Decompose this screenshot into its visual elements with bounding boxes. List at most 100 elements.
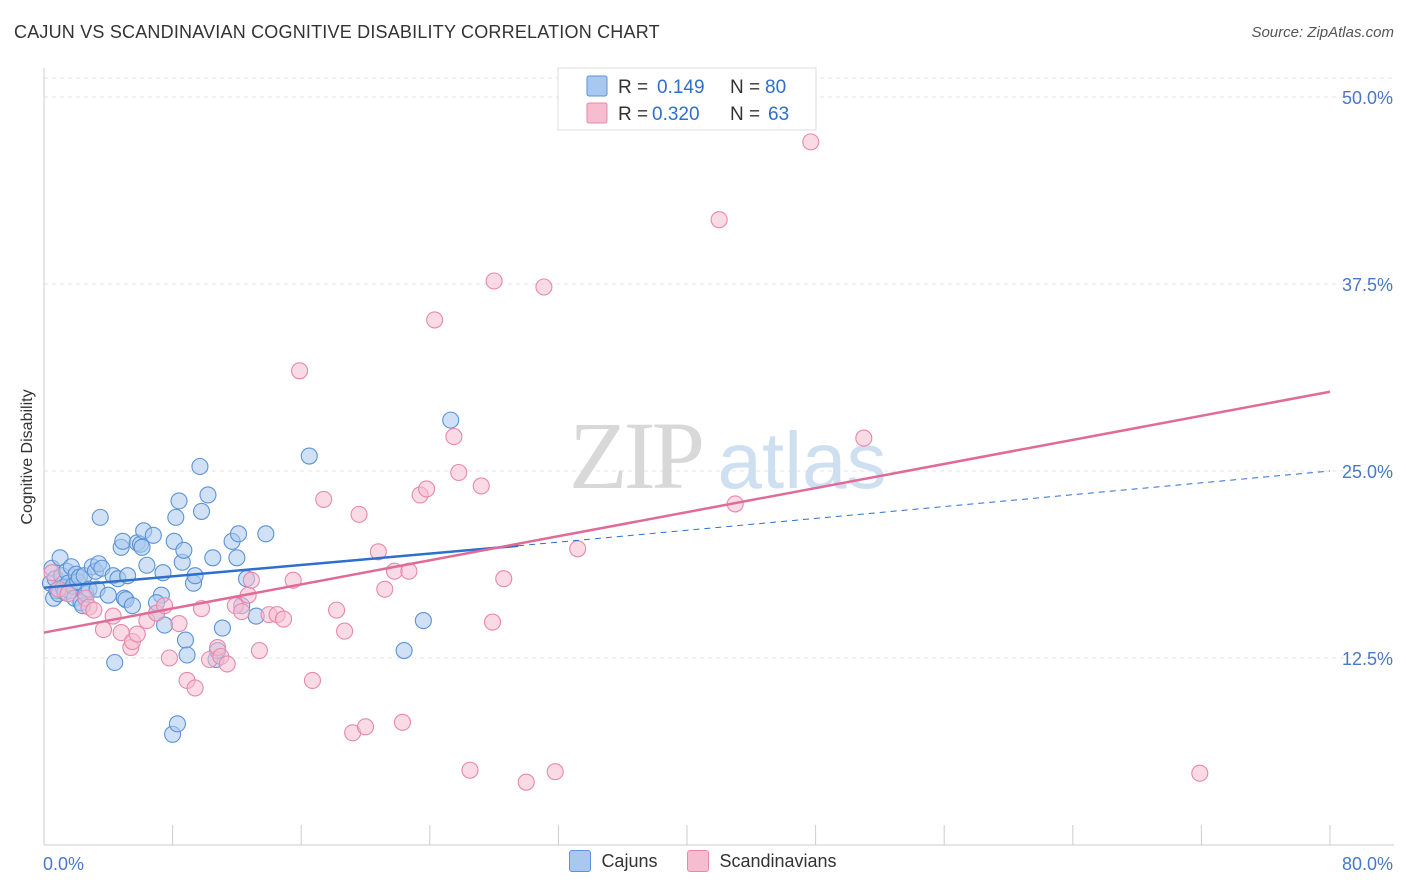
scandinavian-point-15 xyxy=(160,649,178,667)
scandinavian-point-54 xyxy=(485,272,503,290)
axes xyxy=(43,68,1394,846)
scandinavian-point-40 xyxy=(356,718,375,736)
trend-line-scandinavians xyxy=(43,390,1331,634)
legend-r-label-cajuns: R = xyxy=(618,77,648,98)
y-tick-label-3: 50.0% xyxy=(1342,88,1393,108)
scandinavian-point-60 xyxy=(710,211,728,229)
cajun-point-61 xyxy=(191,457,209,476)
scandinavian-point-59 xyxy=(569,540,587,558)
cajun-point-64 xyxy=(204,549,222,567)
bottom-legend: Cajuns Scandinavians xyxy=(0,850,1406,872)
cajun-point-63 xyxy=(199,486,217,504)
scandinavian-point-39 xyxy=(350,505,368,523)
legend-n-value-scandinavians: 63 xyxy=(768,104,789,125)
cajun-point-53 xyxy=(168,715,186,733)
legend-n-value-cajuns: 80 xyxy=(765,77,786,98)
cajun-point-70 xyxy=(229,525,248,543)
cajun-point-67 xyxy=(213,619,231,637)
scandinavian-point-2 xyxy=(59,585,77,603)
legend-n-label-scandinavians: N = xyxy=(730,104,760,125)
cajun-point-78 xyxy=(442,411,460,429)
legend-r-label-scandinavians: R = xyxy=(618,104,648,125)
cajun-point-62 xyxy=(192,502,211,520)
scandinavian-point-44 xyxy=(393,713,412,731)
legend-swatch-cajuns xyxy=(586,75,608,97)
scandinavian-point-28 xyxy=(250,641,268,660)
scandinavian-point-51 xyxy=(461,761,479,779)
scandinavian-point-63 xyxy=(855,429,873,447)
scandinavian-point-41 xyxy=(369,543,387,561)
scandinavian-point-62 xyxy=(802,133,820,151)
series-scandinavians xyxy=(43,133,1209,791)
cajun-point-42 xyxy=(133,538,151,556)
cajun-point-56 xyxy=(175,541,193,559)
watermark: ZIP atlas xyxy=(569,402,886,509)
cajun-point-57 xyxy=(176,631,195,649)
y-tick-label-2: 37.5% xyxy=(1342,275,1393,295)
trend-line-cajuns-extension xyxy=(518,470,1331,547)
cajun-point-54 xyxy=(170,492,188,510)
scandinavian-point-18 xyxy=(186,679,204,697)
bottom-legend-item-cajuns: Cajuns xyxy=(569,850,657,872)
scandinavian-point-33 xyxy=(291,362,309,380)
scandinavian-point-42 xyxy=(376,580,394,598)
scandinavian-point-57 xyxy=(535,278,553,296)
cajun-point-58 xyxy=(178,646,196,664)
scandinavian-point-34 xyxy=(303,671,322,689)
scandinavian-point-11 xyxy=(128,625,146,643)
scandinavian-point-6 xyxy=(94,621,113,639)
cajun-point-76 xyxy=(395,641,413,660)
trend-line-cajuns xyxy=(43,544,519,589)
scandinavian-point-52 xyxy=(472,477,490,495)
legend-r-value-scandinavians: 0.320 xyxy=(652,104,700,125)
cajun-point-32 xyxy=(106,653,124,672)
bottom-legend-label-scandinavians: Scandinavians xyxy=(719,850,837,871)
scandinavian-point-55 xyxy=(495,570,513,588)
y-tick-label-0: 12.5% xyxy=(1342,649,1393,669)
scandinavian-point-56 xyxy=(517,773,535,791)
legend-n-label-cajuns: N = xyxy=(730,77,760,98)
bottom-legend-swatch-cajuns xyxy=(569,850,592,872)
scandinavian-point-31 xyxy=(274,610,293,628)
cajun-point-28 xyxy=(91,508,109,526)
scandinavian-point-36 xyxy=(328,601,346,619)
cajun-point-44 xyxy=(138,556,156,574)
trend-lines xyxy=(43,390,1331,634)
scandinavian-point-5 xyxy=(85,601,103,619)
scandinavian-point-35 xyxy=(315,490,333,508)
scandinavian-point-53 xyxy=(483,613,502,631)
x-tick-label-0: 0.0% xyxy=(43,854,84,874)
legend-swatch-scandinavians xyxy=(586,102,608,124)
scandinavian-point-27 xyxy=(242,571,260,589)
cajun-point-45 xyxy=(144,526,162,544)
cajun-point-74 xyxy=(257,525,275,543)
scandinavian-point-25 xyxy=(233,603,251,621)
cajun-point-75 xyxy=(300,447,318,465)
bottom-legend-label-cajuns: Cajuns xyxy=(601,850,658,871)
tick-labels: 12.5% 25.0% 37.5% 50.0% 0.0% 80.0% xyxy=(43,88,1393,874)
cajun-point-30 xyxy=(99,586,117,604)
watermark-zip: ZIP xyxy=(569,402,702,509)
chart-title: CAJUN VS SCANDINAVIAN COGNITIVE DISABILI… xyxy=(14,22,660,42)
scandinavian-point-64 xyxy=(1191,764,1209,782)
cajun-point-52 xyxy=(167,508,185,526)
cajun-point-77 xyxy=(414,612,432,630)
cajun-point-35 xyxy=(114,532,132,550)
legend: R = 0.149 N = 80 R = 0.320 N = 63 xyxy=(557,67,817,131)
scandinavian-point-50 xyxy=(450,463,468,482)
scandinavian-point-49 xyxy=(445,428,463,446)
y-tick-label-1: 25.0% xyxy=(1342,462,1393,482)
scandinavian-point-58 xyxy=(546,763,564,781)
cajun-point-69 xyxy=(228,549,246,567)
scandinavian-point-37 xyxy=(336,622,354,640)
scandinavian-point-47 xyxy=(418,480,436,498)
chart-source: Source: ZipAtlas.com xyxy=(1251,24,1394,41)
scandinavian-point-48 xyxy=(426,311,444,329)
x-tick-label-1: 80.0% xyxy=(1342,854,1393,874)
bottom-legend-swatch-scandinavians xyxy=(687,850,710,872)
scandinavian-point-16 xyxy=(170,615,188,633)
scandinavian-point-0 xyxy=(43,564,61,582)
legend-r-value-cajuns: 0.149 xyxy=(657,77,705,98)
scandinavian-point-23 xyxy=(218,655,236,673)
